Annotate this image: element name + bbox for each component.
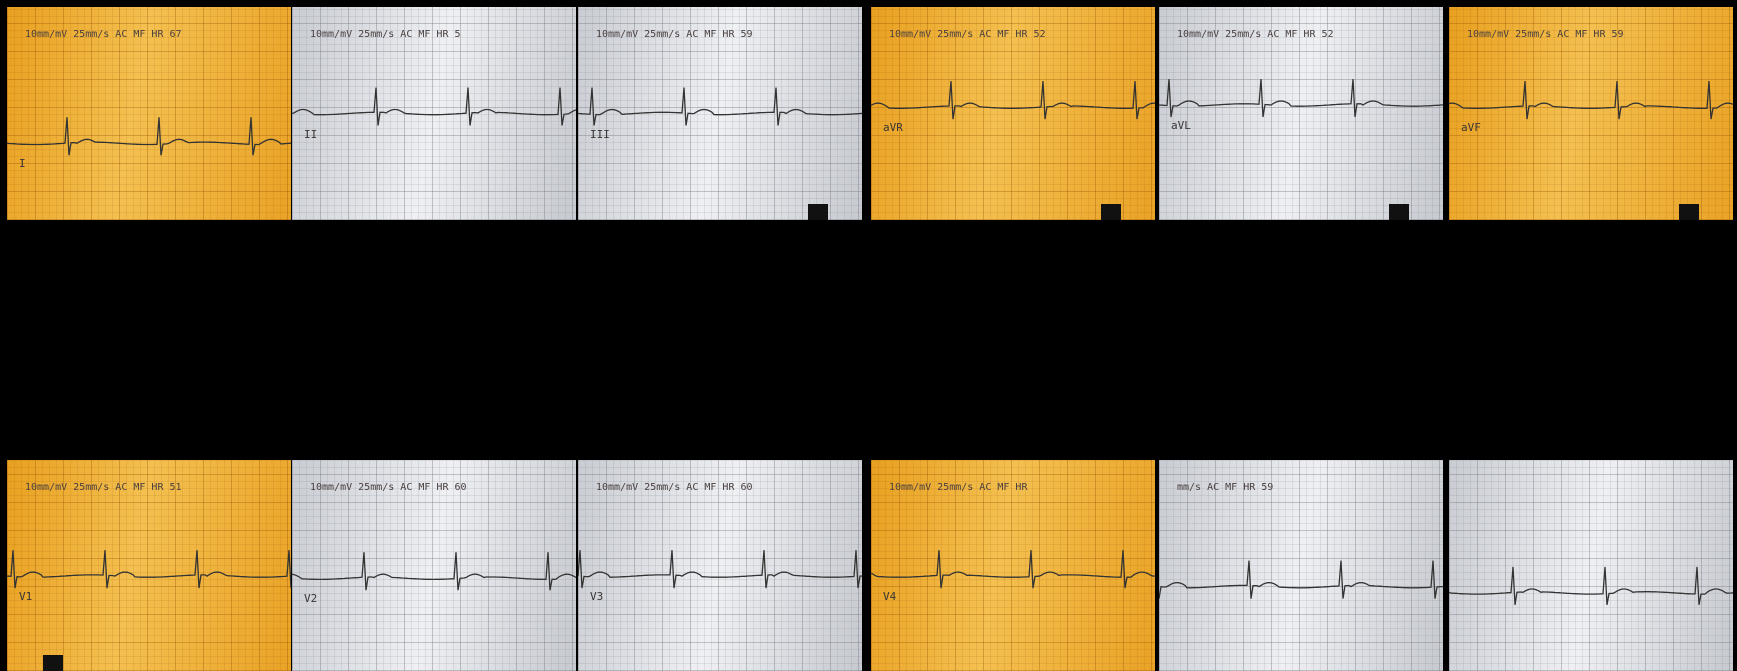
ecg-photo: 10mm/mV 25mm/s AC MF HR 51 V1 bbox=[7, 460, 291, 671]
marker bbox=[1679, 204, 1699, 220]
ecg-trace bbox=[578, 550, 862, 589]
ecg-header: 10mm/mV 25mm/s AC MF HR 52 bbox=[1177, 29, 1334, 40]
ecg-trace bbox=[7, 117, 291, 156]
ecg-header: 10mm/mV 25mm/s AC MF HR 51 bbox=[25, 482, 182, 493]
ecg-trace bbox=[1449, 81, 1733, 120]
lead-label: V3 bbox=[590, 590, 604, 604]
ecg-photo: 10mm/mV 25mm/s AC MF HR V4 bbox=[871, 460, 1155, 671]
ecg-header: 10mm/mV 25mm/s AC MF HR 52 bbox=[889, 29, 1046, 40]
ecg-trace bbox=[292, 552, 576, 591]
lead-label: III bbox=[590, 127, 610, 141]
lead-label: aVR bbox=[883, 121, 903, 135]
marker bbox=[808, 204, 828, 220]
ecg-photo bbox=[1449, 460, 1733, 671]
ecg-header: 10mm/mV 25mm/s AC MF HR bbox=[889, 482, 1028, 493]
lead-label: aVL bbox=[1171, 118, 1191, 132]
ecg-photo: 10mm/mV 25mm/s AC MF HR 52 aVR bbox=[871, 7, 1155, 220]
lead-label: I bbox=[19, 157, 26, 171]
waveform bbox=[871, 81, 1155, 120]
ecg-photo: 10mm/mV 25mm/s AC MF HR 5 II bbox=[292, 7, 576, 220]
ecg-photo: 10mm/mV 25mm/s AC MF HR 60 V3 bbox=[578, 460, 862, 671]
lead-label: II bbox=[304, 127, 318, 141]
waveform bbox=[871, 550, 1155, 589]
ecg-header: mm/s AC MF HR 59 bbox=[1177, 482, 1274, 493]
ecg-photo: 10mm/mV 25mm/s AC MF HR 59 III bbox=[578, 7, 862, 220]
ecg-trace bbox=[7, 550, 291, 589]
ecg-trace bbox=[1449, 566, 1733, 606]
ecg-photo: 10mm/mV 25mm/s AC MF HR 59 aVF bbox=[1449, 7, 1733, 220]
lead-label: V2 bbox=[304, 592, 318, 606]
lead-label: V1 bbox=[19, 590, 33, 604]
ecg-header: 10mm/mV 25mm/s AC MF HR 5 bbox=[310, 29, 461, 40]
ecg-trace bbox=[871, 81, 1155, 120]
waveform bbox=[1449, 566, 1733, 606]
marker bbox=[43, 655, 63, 671]
waveform bbox=[7, 550, 291, 589]
marker bbox=[1101, 204, 1121, 220]
ecg-header: 10mm/mV 25mm/s AC MF HR 59 bbox=[596, 29, 753, 40]
marker bbox=[1389, 204, 1409, 220]
ecg-photo: mm/s AC MF HR 59 bbox=[1159, 460, 1443, 671]
waveform bbox=[1449, 81, 1733, 120]
waveform bbox=[7, 117, 291, 156]
ecg-photo: 10mm/mV 25mm/s AC MF HR 52 aVL bbox=[1159, 7, 1443, 220]
waveform bbox=[578, 87, 862, 126]
ecg-header: 10mm/mV 25mm/s AC MF HR 67 bbox=[25, 29, 182, 40]
ecg-trace bbox=[578, 87, 862, 126]
ecg-photo: 10mm/mV 25mm/s AC MF HR 67 I bbox=[7, 7, 291, 220]
waveform bbox=[292, 87, 576, 126]
waveform bbox=[1159, 78, 1443, 118]
ecg-trace bbox=[292, 87, 576, 126]
ecg-trace bbox=[1159, 78, 1443, 118]
ecg-photo: 10mm/mV 25mm/s AC MF HR 60 V2 bbox=[292, 460, 576, 671]
lead-label: V4 bbox=[883, 590, 897, 604]
ecg-header: 10mm/mV 25mm/s AC MF HR 60 bbox=[596, 482, 753, 493]
ecg-header: 10mm/mV 25mm/s AC MF HR 60 bbox=[310, 482, 467, 493]
ecg-trace bbox=[871, 550, 1155, 589]
ecg-trace bbox=[1159, 560, 1443, 599]
lead-label: aVF bbox=[1461, 121, 1481, 135]
waveform bbox=[292, 552, 576, 591]
ecg-header: 10mm/mV 25mm/s AC MF HR 59 bbox=[1467, 29, 1624, 40]
waveform bbox=[578, 550, 862, 589]
waveform bbox=[1159, 560, 1443, 599]
